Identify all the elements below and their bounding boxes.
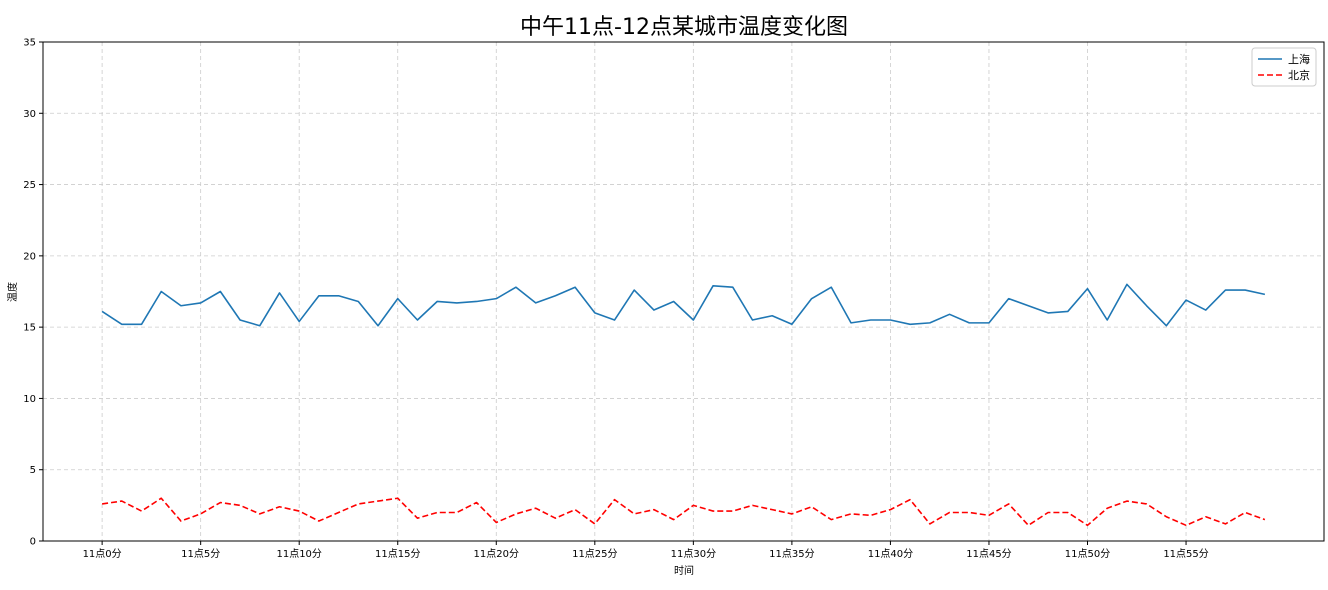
series-lines xyxy=(101,283,1266,527)
y-axis-label: 温度 xyxy=(6,282,19,302)
x-tick-label: 11点40分 xyxy=(868,548,913,560)
plot-area-frame xyxy=(42,41,1325,542)
series-line-dashed xyxy=(102,497,1266,527)
x-tick-label: 11点55分 xyxy=(1163,548,1208,560)
x-tick-label: 11点45分 xyxy=(966,548,1011,560)
x-tick-label: 11点20分 xyxy=(474,548,519,560)
legend-box xyxy=(1251,47,1317,87)
legend-entry-label: 上海 xyxy=(1288,52,1310,66)
y-tick-label: 25 xyxy=(23,180,36,191)
x-axis-label: 时间 xyxy=(674,564,694,577)
y-tick-label: 10 xyxy=(23,394,36,405)
y-tick-label: 0 xyxy=(30,537,36,548)
y-tick-label: 15 xyxy=(23,323,36,334)
legend-entry-label: 北京 xyxy=(1288,68,1310,82)
x-tick-label: 11点0分 xyxy=(83,548,122,560)
x-tick-label: 11点35分 xyxy=(769,548,814,560)
x-tick-label: 11点25分 xyxy=(572,548,617,560)
series-line-solid xyxy=(101,283,1266,327)
x-tick-label: 11点10分 xyxy=(276,548,321,560)
x-tick-label: 11点5分 xyxy=(181,548,220,560)
y-tick-label: 30 xyxy=(23,109,36,120)
y-tick-label: 5 xyxy=(30,465,36,476)
grid-lines xyxy=(43,41,1324,542)
y-tick-label: 35 xyxy=(23,38,36,49)
axis-ticks: 0 5 10 15 20 25 30 35 11点0分 11点5分 11点10分 11点15分 11点2… xyxy=(23,38,1209,561)
chart-title: 中午11点-12点某城市温度变化图 xyxy=(520,15,848,40)
x-tick-label: 11点30分 xyxy=(671,548,716,560)
x-tick-label: 11点15分 xyxy=(375,548,420,560)
y-tick-label: 20 xyxy=(23,251,36,262)
x-tick-label: 11点50分 xyxy=(1065,548,1110,560)
